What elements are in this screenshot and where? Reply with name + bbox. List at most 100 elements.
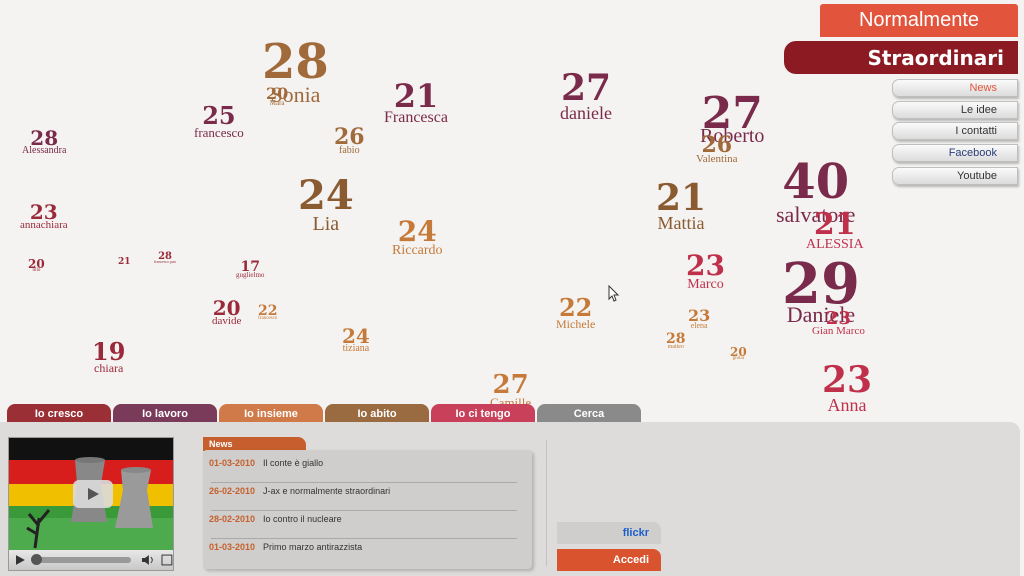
tab-io-abito[interactable]: Io abito	[325, 404, 429, 424]
accedi-button[interactable]: Accedi	[557, 549, 661, 571]
person-name: Anna	[827, 395, 867, 415]
person-name: Riccardo	[392, 243, 443, 258]
side-menu-youtube[interactable]: Youtube	[892, 167, 1018, 185]
play-icon[interactable]	[73, 480, 113, 508]
person-item[interactable]: 22 Michele	[556, 296, 596, 331]
person-item[interactable]: 20 Mara	[266, 86, 288, 107]
person-name: francesco	[258, 316, 278, 321]
person-age: 24	[397, 215, 437, 248]
tab-io-insieme[interactable]: Io insieme	[219, 404, 323, 424]
people-cloud: 28 Sonia 21 Francesca 27 daniele 27 Roberto …	[20, 38, 872, 414]
news-title: Io contro il nucleare	[263, 514, 342, 524]
brand-logo-bottom[interactable]: Straordinari	[784, 41, 1018, 74]
person-name: salvatore	[776, 202, 856, 227]
person-item[interactable]: 26 Valentina	[696, 134, 738, 165]
person-item[interactable]: 28 Alessandra	[22, 128, 66, 156]
person-age: 22	[258, 303, 278, 319]
person-age: 23	[688, 306, 711, 325]
person-item[interactable]: 24 tiziana	[342, 326, 370, 354]
person-age: 40	[782, 154, 850, 210]
person-item[interactable]: 24 Riccardo	[392, 218, 443, 258]
person-name: lillo	[32, 268, 41, 273]
side-menu-contatti[interactable]: I contatti	[892, 122, 1018, 140]
person-item[interactable]: 23 Gian Marco	[812, 310, 865, 337]
flickr-button[interactable]: flickr	[557, 522, 661, 544]
person-age: 19	[92, 337, 126, 366]
person-name: giulia	[732, 356, 745, 361]
person-item[interactable]: 20 lillo	[28, 258, 45, 273]
person-item[interactable]: 22 francesco	[258, 304, 277, 321]
person-item[interactable]: 28 matteo	[666, 332, 685, 350]
person-name: Marco	[687, 277, 724, 292]
category-tabs: Io cresco Io lavoro Io insieme Io abito …	[7, 404, 641, 424]
side-menu-news[interactable]: News	[892, 79, 1018, 97]
person-item[interactable]: 21 ALESSIA	[806, 210, 864, 252]
side-menu-facebook[interactable]: Facebook	[892, 144, 1018, 162]
person-item[interactable]: 21 Francesca	[384, 80, 448, 126]
person-item[interactable]: 23 annachiara	[20, 202, 68, 231]
person-name: ALESSIA	[806, 237, 864, 252]
person-name: Roberto	[700, 125, 765, 147]
person-item[interactable]: 25 francesco	[194, 104, 244, 140]
control-play-icon[interactable]	[15, 555, 25, 565]
person-item[interactable]: 21 Mattia	[656, 180, 706, 232]
tab-io-lavoro[interactable]: Io lavoro	[113, 404, 217, 424]
volume-icon[interactable]	[141, 554, 155, 566]
person-age: 21	[118, 257, 131, 267]
news-title: Primo marzo antirazzista	[263, 542, 363, 552]
person-item[interactable]: 19 chiara	[92, 337, 126, 375]
person-age: 26	[701, 132, 733, 158]
panel-divider	[546, 440, 547, 566]
news-item[interactable]: 01-03-2010 Primo marzo antirazzista	[209, 542, 362, 552]
person-name: francesco pao	[154, 259, 177, 264]
person-item[interactable]: 29 Daniele	[782, 256, 860, 326]
tab-cerca[interactable]: Cerca	[537, 404, 641, 424]
person-age: 23	[29, 200, 58, 224]
person-age: 23	[686, 249, 725, 282]
person-item[interactable]: 17 guglielmo	[236, 260, 264, 279]
person-name: annachiara	[20, 219, 68, 231]
person-name: Mattia	[657, 213, 705, 233]
person-age: 17	[240, 259, 260, 275]
person-age: 27	[492, 370, 529, 400]
person-item[interactable]: 21	[118, 257, 131, 267]
news-item[interactable]: 01-03-2010 Il conte è giallo	[209, 458, 323, 468]
seek-bar[interactable]	[30, 554, 132, 565]
person-age: 24	[342, 324, 370, 348]
person-item[interactable]: 23 elena	[688, 308, 710, 330]
person-item[interactable]: 40 salvatore	[776, 158, 855, 226]
news-date: 26-02-2010	[209, 486, 256, 496]
news-item[interactable]: 28-02-2010 Io contro il nucleare	[209, 514, 342, 524]
side-menu-le-idee[interactable]: Le idee	[892, 101, 1018, 119]
person-name: Francesca	[384, 109, 448, 126]
person-item[interactable]: 23 Anna	[822, 362, 872, 414]
news-header: News	[203, 437, 306, 451]
news-date: 01-03-2010	[209, 542, 256, 552]
person-name: daniele	[560, 103, 612, 123]
video-player[interactable]	[8, 437, 174, 571]
seek-handle[interactable]	[30, 554, 42, 565]
news-item[interactable]: 26-02-2010 J-ax e normalmente straordinar…	[209, 486, 390, 496]
person-age: 28	[666, 331, 686, 347]
news-date: 28-02-2010	[209, 514, 256, 524]
mouse-cursor-icon	[608, 285, 620, 302]
person-item[interactable]: 23 Marco	[686, 252, 725, 292]
person-item[interactable]: 20 giulia	[730, 346, 747, 361]
brand-logo-top[interactable]: Normalmente	[820, 4, 1018, 37]
tab-io-cresco[interactable]: Io cresco	[7, 404, 111, 424]
tab-io-ci-tengo[interactable]: Io ci tengo	[431, 404, 535, 424]
person-item[interactable]: 28 Sonia	[262, 38, 329, 106]
person-name: Daniele	[786, 302, 856, 327]
news-divider	[211, 482, 517, 483]
person-age: 21	[656, 177, 707, 219]
person-name: fabio	[339, 145, 360, 156]
person-item[interactable]: 27 daniele	[560, 70, 612, 122]
person-item[interactable]: 26 fabio	[334, 126, 365, 156]
person-name: Michele	[556, 317, 596, 331]
person-name: Alessandra	[22, 145, 67, 156]
person-item[interactable]: 24 Lia	[298, 176, 354, 235]
fullscreen-icon[interactable]	[161, 554, 173, 566]
person-item[interactable]: 28 francesco pao	[154, 252, 176, 264]
person-item[interactable]: 27 Roberto	[700, 92, 765, 147]
person-item[interactable]: 20 davide	[212, 298, 241, 327]
